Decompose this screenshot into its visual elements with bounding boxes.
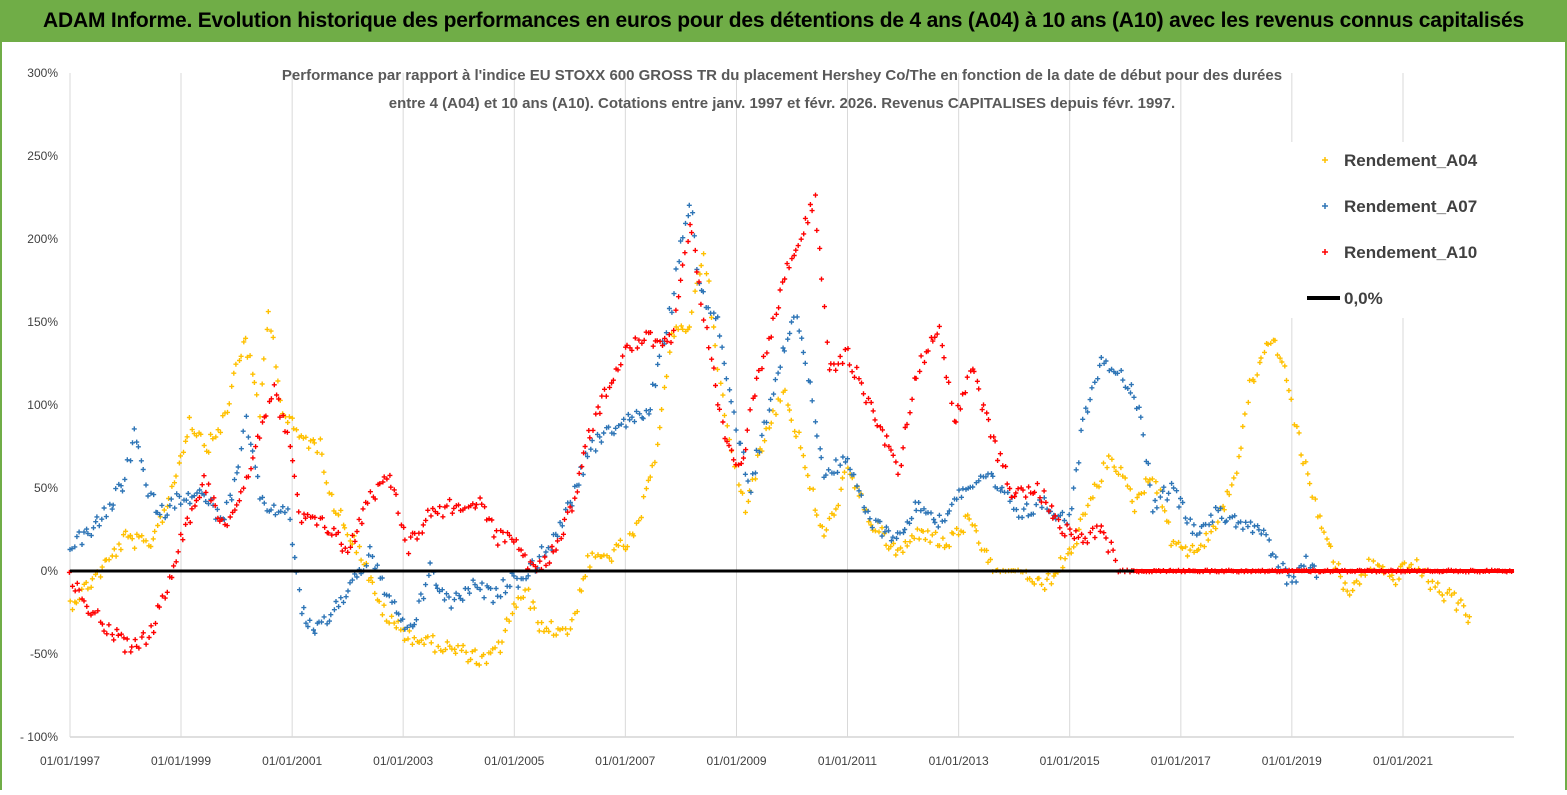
x-tick-label: 01/01/2007 [595, 754, 655, 768]
legend-box [1284, 142, 1499, 318]
x-tick-label: 01/01/2005 [484, 754, 544, 768]
chart-svg: 300% 250% 200% 150% 100% 50% 0% -50% - 100% 01/0… [20, 66, 1515, 768]
y-tick-label: 50% [34, 481, 58, 495]
x-tick-label: 01/01/2003 [373, 754, 433, 768]
x-tick-label: 01/01/1997 [40, 754, 100, 768]
x-tick-label: 01/01/2013 [929, 754, 989, 768]
x-tick-label: 01/01/2009 [706, 754, 766, 768]
legend: Rendement_A04 Rendement_A07 Rendement_A10 0… [1284, 142, 1499, 318]
gridlines [69, 73, 1514, 738]
series-marks [67, 251, 1472, 668]
legend-marker-icon [1322, 249, 1328, 255]
y-tick-label: 100% [27, 398, 58, 412]
chart-title-line-2: entre 4 (A04) et 10 ans (A10). Cotations… [389, 95, 1175, 112]
legend-marker-icon [1322, 203, 1328, 209]
legend-item: Rendement_A04 [1322, 151, 1478, 170]
chart-title: Performance par rapport à l'indice EU ST… [282, 67, 1282, 112]
chart-area: 300% 250% 200% 150% 100% 50% 0% -50% - 100% 01/0… [0, 42, 1567, 790]
header-banner: ADAM Informe. Evolution historique des p… [0, 0, 1567, 42]
y-tick-label: 300% [27, 66, 58, 80]
legend-item: Rendement_A07 [1322, 197, 1477, 216]
legend-label: Rendement_A10 [1344, 243, 1477, 262]
legend-marker-icon [1322, 157, 1328, 163]
y-tick-label: 250% [27, 149, 58, 163]
series-rendement-a04 [67, 251, 1472, 668]
legend-item: 0,0% [1307, 289, 1383, 308]
page-title: ADAM Informe. Evolution historique des p… [43, 9, 1524, 32]
y-tick-label: - 100% [20, 730, 58, 744]
x-tick-label: 01/01/2015 [1040, 754, 1100, 768]
chart-title-line-1: Performance par rapport à l'indice EU ST… [282, 67, 1282, 84]
x-tick-label: 01/01/2017 [1151, 754, 1211, 768]
x-tick-label: 01/01/2011 [818, 754, 877, 768]
x-tick-label: 01/01/2001 [262, 754, 322, 768]
legend-item: Rendement_A10 [1322, 243, 1477, 262]
x-axis-ticks: 01/01/1997 01/01/1999 01/01/2001 01/01/2003… [40, 754, 1433, 768]
legend-label: Rendement_A04 [1344, 151, 1478, 170]
series-rendement-a07 [67, 202, 1319, 636]
y-tick-label: 200% [27, 232, 58, 246]
y-tick-label: 150% [27, 315, 58, 329]
legend-label: 0,0% [1344, 289, 1383, 308]
x-tick-label: 01/01/2019 [1262, 754, 1322, 768]
data-marks [66, 192, 1515, 668]
series-marks [67, 202, 1319, 636]
y-tick-label: -50% [30, 647, 58, 661]
x-tick-label: 01/01/1999 [151, 754, 211, 768]
legend-label: Rendement_A07 [1344, 197, 1477, 216]
y-tick-label: 0% [41, 564, 59, 578]
y-axis-ticks: 300% 250% 200% 150% 100% 50% 0% -50% - 100% [20, 66, 58, 744]
x-tick-label: 01/01/2021 [1373, 754, 1433, 768]
